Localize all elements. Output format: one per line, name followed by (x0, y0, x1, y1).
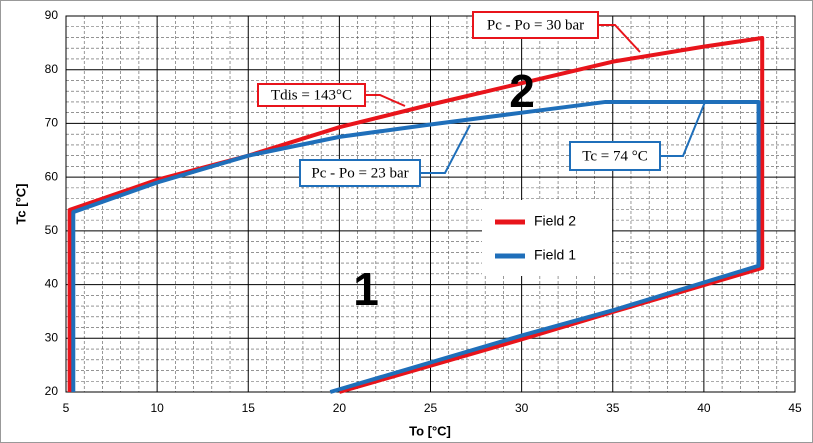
y-tick-label: 90 (45, 8, 59, 22)
legend-label: Field 2 (534, 213, 576, 229)
y-tick-label: 20 (45, 384, 59, 398)
x-tick-label: 45 (788, 401, 802, 415)
x-tick-label: 15 (242, 401, 256, 415)
annotation-leader (660, 101, 706, 157)
annotation-box (569, 141, 661, 171)
annotation-leader (598, 24, 641, 53)
series-line (71, 99, 761, 394)
annotation-box (472, 11, 599, 39)
plot-border (65, 15, 796, 393)
x-tick-label: 40 (697, 401, 711, 415)
annotation-text: Pc - Po = 30 bar (487, 17, 584, 33)
y-tick-label: 60 (45, 169, 59, 183)
y-tick-label: 80 (45, 62, 59, 76)
annotation-box (257, 83, 366, 107)
x-tick-label: 10 (150, 401, 164, 415)
y-tick-label: 30 (45, 330, 59, 344)
x-tick-label: 35 (606, 401, 620, 415)
y-tick-label: 50 (45, 223, 59, 237)
annotation-text: Pc - Po = 23 bar (311, 165, 408, 181)
x-tick-label: 5 (63, 401, 70, 415)
annotation-text: Tdis = 143°C (271, 87, 352, 103)
annotation-leader (420, 124, 471, 174)
y-axis-title: Tc [°C] (13, 183, 28, 224)
annotation-box (299, 159, 421, 187)
x-axis-title: To [°C] (409, 423, 451, 438)
y-tick-label: 40 (45, 277, 59, 291)
annotation-text: Tc = 74 °C (582, 148, 648, 164)
region-label: 2 (509, 65, 535, 117)
legend-box (482, 200, 612, 276)
x-tick-label: 20 (333, 401, 347, 415)
legend-label: Field 1 (534, 247, 576, 263)
y-tick-label: 70 (45, 116, 59, 130)
region-label: 1 (353, 263, 379, 315)
annotation-leader (365, 94, 406, 107)
x-tick-label: 30 (515, 401, 529, 415)
x-tick-label: 25 (424, 401, 438, 415)
